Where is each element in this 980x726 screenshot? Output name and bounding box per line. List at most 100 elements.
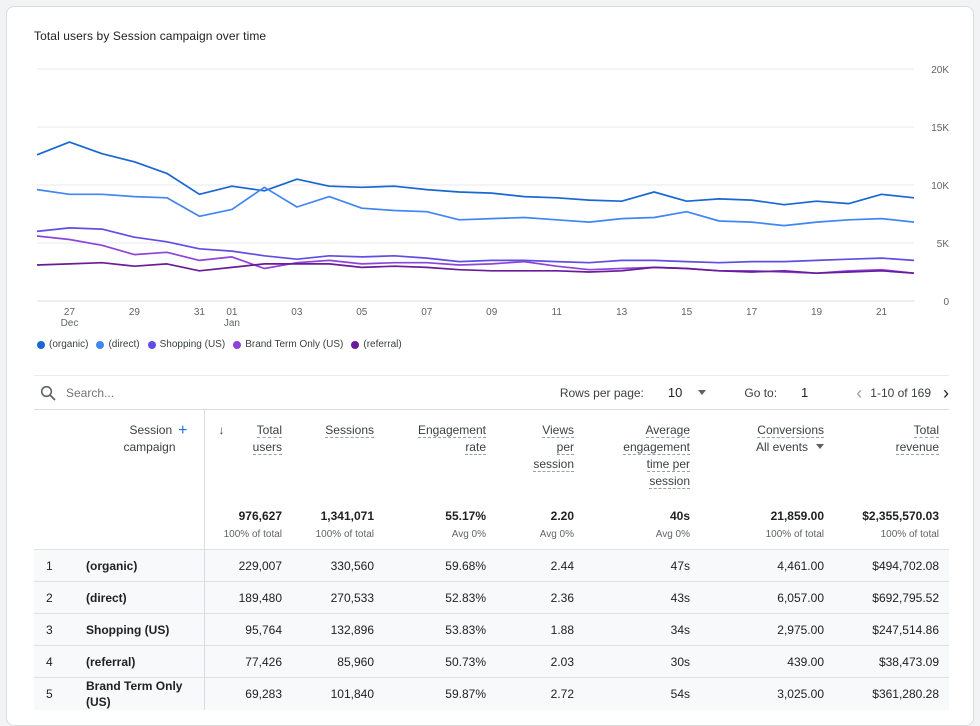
legend-item[interactable]: (direct)	[96, 339, 140, 350]
series-line-shopping-us	[36, 227, 915, 264]
header-text: time per	[646, 457, 690, 472]
header-avg-engagement-time[interactable]: Average engagement time per session	[584, 410, 700, 508]
conversions-event-label: All events	[755, 440, 808, 454]
x-tick-label: 07	[421, 307, 433, 318]
total-sub: Avg 0%	[451, 528, 486, 540]
chevron-down-icon[interactable]	[816, 444, 824, 449]
cell-total-users: 77,426	[204, 645, 292, 678]
y-tick-label: 5K	[937, 239, 950, 250]
chevron-down-icon[interactable]	[698, 390, 707, 395]
cell-views-per-session: 2.72	[496, 677, 584, 710]
goto-page-input[interactable]: 1	[801, 385, 809, 400]
table-body: 1 (organic) 229,007 330,560 59.68% 2.44 47s 4,4…	[34, 549, 949, 710]
cell-conversions: 6,057.00	[700, 581, 834, 614]
pager-range: 1-10 of 169	[870, 385, 931, 400]
chevron-right-icon[interactable]: ›	[943, 382, 949, 403]
campaign-name: (organic)	[76, 549, 205, 582]
table-row[interactable]: 4 (referral) 77,426 85,960 50.73% 2.03 30s 439.…	[34, 645, 949, 678]
table-row[interactable]: 5 Brand Term Only (US) 69,283 101,840 59.87%…	[34, 677, 949, 710]
legend-label: (referral)	[363, 339, 402, 350]
cell-views-per-session: 1.88	[496, 613, 584, 646]
x-tick-label: 09	[486, 307, 498, 318]
legend-label: Brand Term Only (US)	[245, 339, 344, 350]
header-total-revenue[interactable]: Total revenue	[834, 410, 949, 508]
header-engagement-rate[interactable]: Engagement rate	[384, 410, 496, 508]
add-dimension-icon[interactable]: +	[178, 422, 188, 439]
chart-legend: (organic) (direct) Shopping (US) Brand Term…	[37, 339, 404, 350]
rows-per-page-select[interactable]: 10	[667, 385, 683, 400]
views-per-session-total: 2.20 Avg 0%	[496, 508, 584, 550]
legend-dot-icon	[37, 340, 45, 349]
campaign-name: Brand Term Only (US)	[76, 677, 205, 710]
header-text: Conversions	[757, 423, 824, 438]
header-total-users[interactable]: ↓ Total users	[204, 410, 292, 508]
cell-total-users: 95,764	[204, 613, 292, 646]
series-line-organic	[36, 141, 915, 206]
x-tick-label: 27	[64, 307, 76, 318]
cell-engagement-rate: 50.73%	[384, 645, 496, 678]
cell-total-revenue: $692,795.52	[834, 581, 949, 614]
series-line-direct	[36, 186, 915, 227]
total-sub: 100% of total	[315, 528, 374, 540]
total-sub: 100% of total	[765, 528, 824, 540]
cell-sessions: 101,840	[292, 677, 384, 710]
header-sessions[interactable]: Sessions	[292, 410, 384, 508]
cell-engagement-rate: 52.83%	[384, 581, 496, 614]
search-input[interactable]	[64, 384, 464, 401]
cell-total-users: 229,007	[204, 549, 292, 582]
header-views-per-session[interactable]: Views per session	[496, 410, 584, 508]
totals-label-cell	[34, 507, 205, 550]
y-tick-label: 10K	[931, 181, 949, 192]
legend-item[interactable]: Shopping (US)	[147, 339, 225, 350]
row-index: 5	[34, 677, 76, 710]
sort-down-icon[interactable]: ↓	[218, 423, 225, 437]
cell-views-per-session: 2.36	[496, 581, 584, 614]
table-row[interactable]: 3 Shopping (US) 95,764 132,896 53.83% 1.88 34s…	[34, 613, 949, 646]
row-index: 4	[34, 645, 76, 678]
cell-avg-engagement-time: 30s	[584, 645, 700, 678]
report-card: Total users by Session campaign over tim…	[6, 6, 974, 726]
total-value: 21,859.00	[770, 508, 824, 523]
y-tick-label: 15K	[931, 123, 949, 134]
chevron-left-icon[interactable]: ‹	[856, 382, 863, 403]
table-header-row: Session + campaign ↓ Total users Sessions…	[34, 409, 949, 508]
x-tick-sublabel: Jan	[224, 318, 240, 329]
x-tick-label: 19	[811, 307, 823, 318]
y-tick-label: 20K	[931, 65, 949, 76]
x-tick-label: 15	[681, 307, 693, 318]
engagement-rate-total: 55.17% Avg 0%	[384, 508, 496, 550]
header-text: Sessions	[325, 423, 374, 438]
table-row[interactable]: 2 (direct) 189,480 270,533 52.83% 2.36 43s 6,05…	[34, 581, 949, 614]
cell-engagement-rate: 59.87%	[384, 677, 496, 710]
total-value: 976,627	[238, 508, 282, 523]
total-sub: 100% of total	[223, 528, 282, 540]
table-row[interactable]: 1 (organic) 229,007 330,560 59.68% 2.44 47s 4,4…	[34, 549, 949, 582]
header-session-campaign[interactable]: Session + campaign	[34, 409, 205, 508]
rows-per-page-label: Rows per page:	[559, 385, 644, 400]
header-text: engagement	[623, 440, 690, 455]
total-value: $2,355,570.03	[862, 508, 939, 523]
legend-item[interactable]: Brand Term Only (US)	[233, 339, 343, 350]
x-tick-label: 01	[226, 307, 238, 318]
header-text: users	[252, 440, 282, 455]
avg-engagement-total: 40s Avg 0%	[584, 508, 700, 550]
y-tick-label: 0	[943, 297, 949, 308]
total-value: 40s	[669, 508, 690, 523]
cell-sessions: 270,533	[292, 581, 384, 614]
cell-engagement-rate: 59.68%	[384, 549, 496, 582]
row-index: 3	[34, 613, 76, 646]
x-tick-sublabel: Dec	[61, 318, 79, 329]
conversions-event-select[interactable]: All events	[756, 440, 824, 454]
header-text: revenue	[895, 440, 939, 455]
cell-conversions: 4,461.00	[700, 549, 834, 582]
legend-item[interactable]: (organic)	[37, 339, 88, 350]
header-text: session	[533, 457, 574, 472]
total-sub: Avg 0%	[539, 528, 574, 540]
legend-item[interactable]: (referral)	[351, 339, 402, 350]
header-text: per	[556, 440, 574, 455]
header-text: session	[649, 474, 690, 489]
header-text: Total	[913, 423, 939, 438]
header-conversions[interactable]: Conversions All events	[700, 410, 834, 508]
sessions-total: 1,341,071 100% of total	[292, 508, 384, 550]
totals-row: 976,627 100% of total 1,341,071 100% of to…	[34, 507, 949, 550]
